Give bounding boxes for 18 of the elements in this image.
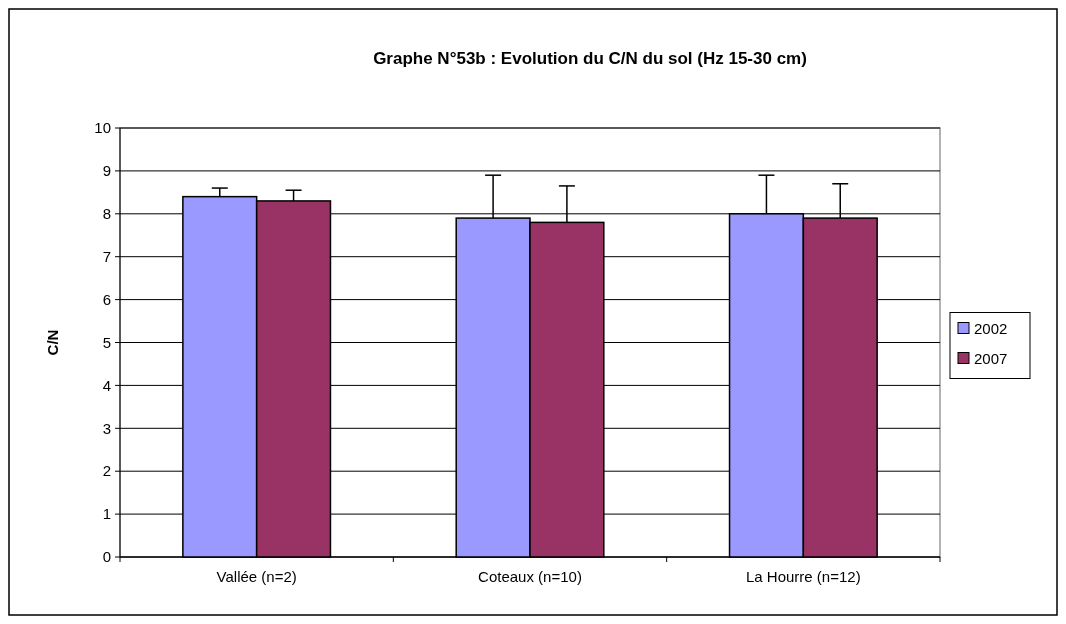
x-tick-label: Vallée (n=2) [216, 568, 297, 585]
legend-label: 2007 [974, 349, 1008, 367]
x-tick-label: Coteaux (n=10) [478, 568, 582, 585]
y-axis-title: C/N [44, 329, 61, 356]
y-tick-label: 6 [102, 290, 111, 308]
x-tick-label: La Hourre (n=12) [746, 568, 861, 585]
y-tick-label: 2 [102, 462, 111, 480]
y-tick-label: 7 [102, 247, 111, 265]
y-tick-label: 5 [102, 333, 111, 351]
y-tick-label: 1 [102, 505, 111, 523]
y-tick-label: 0 [102, 548, 111, 566]
legend-label: 2002 [974, 319, 1008, 337]
y-tick-label: 3 [102, 419, 111, 437]
y-tick-label: 10 [94, 119, 111, 137]
y-tick-label: 8 [102, 205, 111, 223]
chart-title: Graphe N°53b : Evolution du C/N du sol (Hz 15-30 cm) [373, 49, 807, 68]
y-tick-label: 4 [102, 376, 111, 394]
y-tick-label: 9 [102, 162, 111, 180]
